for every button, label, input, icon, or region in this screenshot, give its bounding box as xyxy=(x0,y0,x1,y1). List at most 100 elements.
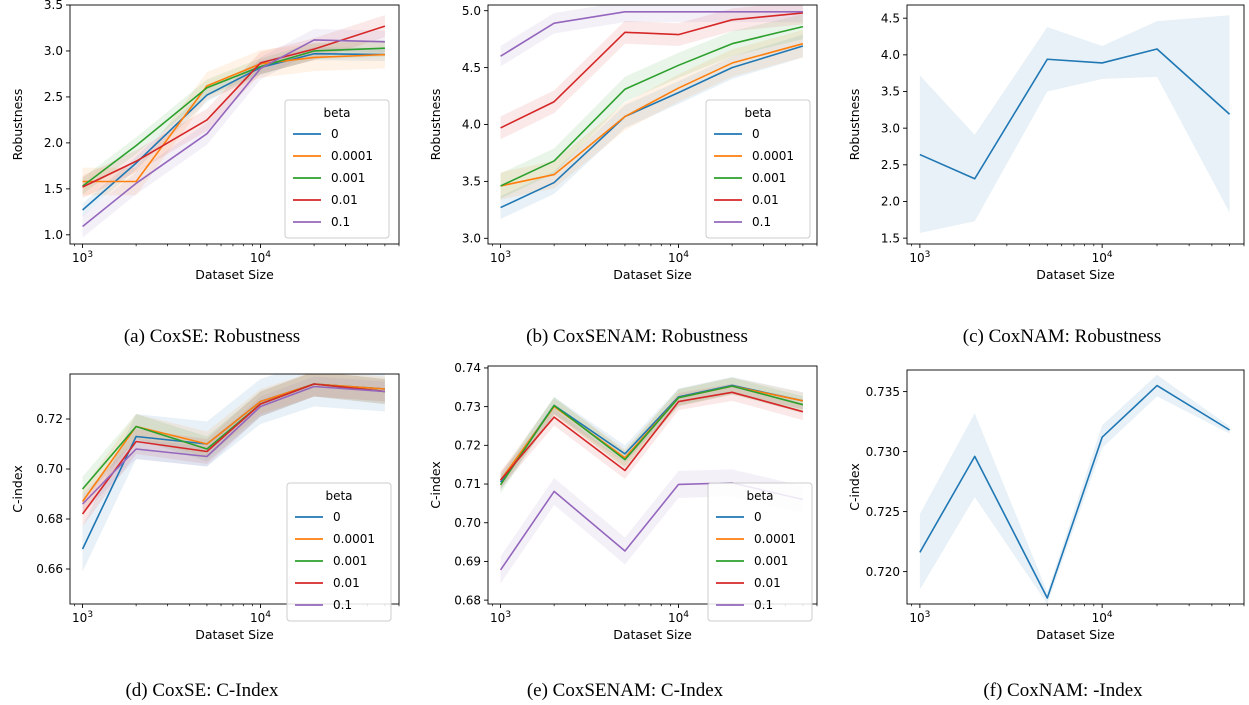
y-tick-label-e-2: 0.70 xyxy=(454,516,481,530)
y-axis-label-f: C-index xyxy=(847,463,862,510)
y-tick-label-e-3: 0.71 xyxy=(454,477,481,491)
legend-b: beta 0 0.0001 0.001 0.01 0.1 xyxy=(705,99,811,239)
y-tick-label-f-3: 0.735 xyxy=(866,385,900,399)
series-line-b-3 xyxy=(500,12,803,129)
legend-label-e-1: 0.0001 xyxy=(754,532,796,546)
y-tick-label-b-4: 5.0 xyxy=(462,4,481,18)
y-tick-label-f-0: 0.720 xyxy=(866,565,900,579)
legend-label-b-2: 0.001 xyxy=(752,171,786,185)
legend-title-b: beta xyxy=(744,106,771,120)
x-tick-label-c-3: 103 xyxy=(909,250,930,265)
y-tick-label-c-2: 2.5 xyxy=(881,158,900,172)
legend-a: beta 0 0.0001 0.001 0.01 0.1 xyxy=(284,99,390,239)
subplot-e: 0.68 0.69 0.70 0.71 0.72 0.73 0.74 103 104 Datase… xyxy=(428,361,818,701)
x-tick-label-d-4: 104 xyxy=(250,610,271,625)
axes-frame-e xyxy=(487,365,818,605)
plot-area-b xyxy=(500,5,804,219)
series-line-a-1 xyxy=(82,53,385,183)
series-line-a-0 xyxy=(82,52,385,211)
y-axis-label-d: C-index xyxy=(10,465,25,512)
ci-band-b-0 xyxy=(500,34,803,219)
legend-label-b-3: 0.01 xyxy=(752,193,779,207)
y-tick-label-c-4: 3.5 xyxy=(881,85,900,99)
x-tick-label-e-4: 104 xyxy=(668,610,689,625)
legend-label-a-4: 0.1 xyxy=(331,215,350,229)
legend-e: beta 0 0.0001 0.001 0.01 0.1 xyxy=(707,482,813,622)
y-axis-label-e: C-index xyxy=(428,461,443,508)
plot-area-e xyxy=(499,376,804,584)
plot-area-a xyxy=(82,15,386,238)
caption-c: (c) CoxNAM: Robustness xyxy=(963,326,1161,347)
x-tick-label-f-3: 103 xyxy=(909,610,930,625)
y-tick-label-a-5: 3.5 xyxy=(44,0,63,12)
series-line-b-1 xyxy=(500,42,804,187)
axes-frame-c xyxy=(906,4,1245,245)
x-axis-label-c: Dataset Size xyxy=(1036,267,1115,282)
legend-label-e-4: 0.1 xyxy=(754,598,773,612)
ci-band-d-2 xyxy=(82,374,385,502)
y-tick-label-e-0: 0.68 xyxy=(454,593,481,607)
series-line-f-0 xyxy=(919,384,1230,599)
series-line-b-2 xyxy=(500,25,804,187)
x-axis-label-b: Dataset Size xyxy=(613,267,692,282)
legend-label-a-3: 0.01 xyxy=(331,193,358,207)
series-line-b-4 xyxy=(500,11,803,57)
series-line-d-4 xyxy=(81,385,385,505)
y-tick-label-b-0: 3.0 xyxy=(462,232,481,246)
plot-area-c xyxy=(919,15,1231,234)
ci-band-b-3 xyxy=(500,5,803,140)
y-tick-label-c-3: 3.0 xyxy=(881,121,900,135)
ci-band-f-0 xyxy=(919,374,1230,604)
x-axis-label-d: Dataset Size xyxy=(195,627,274,642)
axes-frame-f xyxy=(906,369,1245,605)
legend-title-e: beta xyxy=(746,489,773,503)
y-tick-label-d-0: 0.66 xyxy=(36,562,63,576)
x-tick-label-e-3: 103 xyxy=(490,610,511,625)
ci-band-c-0 xyxy=(919,15,1230,234)
subplot-c: 1.5 2.0 2.5 3.0 3.5 4.0 4.5 103 104 Dataset Size R… xyxy=(847,4,1245,347)
y-tick-label-e-1: 0.69 xyxy=(454,555,481,569)
x-tick-label-b-3: 103 xyxy=(490,250,511,265)
y-tick-label-b-2: 4.0 xyxy=(462,118,481,132)
series-line-e-2 xyxy=(499,385,804,486)
x-tick-label-c-4: 104 xyxy=(1092,250,1113,265)
legend-title-a: beta xyxy=(323,106,350,120)
caption-d: (d) CoxSE: C-Index xyxy=(125,680,279,701)
series-line-e-3 xyxy=(499,391,804,481)
legend-label-d-4: 0.1 xyxy=(333,598,352,612)
y-tick-label-a-1: 1.5 xyxy=(44,182,63,196)
series-line-d-3 xyxy=(81,383,385,515)
y-tick-label-b-1: 3.5 xyxy=(462,175,481,189)
y-tick-label-e-6: 0.74 xyxy=(454,361,481,375)
ci-band-d-0 xyxy=(82,374,385,572)
y-tick-label-d-3: 0.72 xyxy=(36,412,63,426)
axes-frame-a xyxy=(69,4,400,245)
y-tick-label-d-2: 0.70 xyxy=(36,462,63,476)
y-tick-label-a-2: 2.0 xyxy=(44,136,63,150)
legend-label-b-4: 0.1 xyxy=(752,215,771,229)
ci-band-e-0 xyxy=(500,376,803,491)
y-axis-label-a: Robustness xyxy=(10,89,25,161)
y-tick-label-c-6: 4.5 xyxy=(881,11,900,25)
caption-f: (f) CoxNAM: -Index xyxy=(983,680,1143,701)
legend-label-b-0: 0 xyxy=(752,127,760,141)
axes-frame-d xyxy=(69,373,400,605)
ci-band-e-4 xyxy=(500,469,803,584)
x-axis-label-e: Dataset Size xyxy=(613,627,692,642)
y-tick-label-a-4: 3.0 xyxy=(44,44,63,58)
x-tick-label-a-3: 103 xyxy=(72,250,93,265)
x-tick-label-b-4: 104 xyxy=(668,250,689,265)
y-tick-label-c-5: 4.0 xyxy=(881,48,900,62)
series-line-c-0 xyxy=(919,48,1231,180)
y-tick-label-e-4: 0.72 xyxy=(454,439,481,453)
series-line-a-2 xyxy=(82,47,385,187)
y-tick-label-e-5: 0.73 xyxy=(454,400,481,414)
subplot-f: 0.720 0.725 0.730 0.735 103 104 Dataset Size C-… xyxy=(847,369,1245,701)
ci-band-e-1 xyxy=(500,377,803,489)
x-tick-label-a-4: 104 xyxy=(250,250,271,265)
y-tick-label-f-1: 0.725 xyxy=(866,505,900,519)
subplot-a: 1.0 1.5 2.0 2.5 3.0 3.5 103 104 Dataset Size Robu… xyxy=(10,0,400,347)
y-tick-label-a-3: 2.5 xyxy=(44,90,63,104)
legend-label-b-1: 0.0001 xyxy=(752,149,794,163)
